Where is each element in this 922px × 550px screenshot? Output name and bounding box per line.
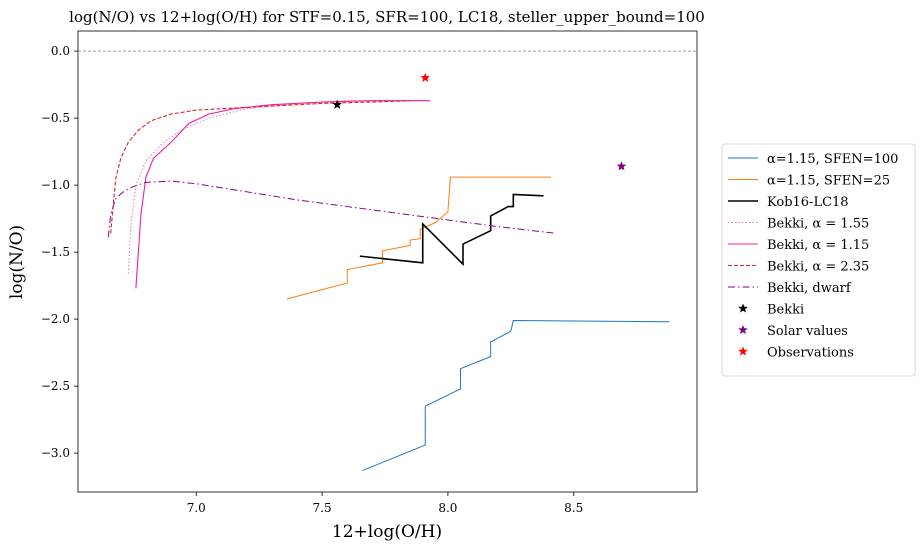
series-line-kob16-lc18 [359, 193, 544, 267]
y-tick-label: −0.5 [41, 111, 70, 125]
y-tick-label: −2.0 [41, 312, 70, 326]
x-axis-ticks: 7.0 7.5 8.0 8.5 [187, 492, 583, 515]
marker-group [332, 72, 627, 171]
legend-swatch-observations [738, 346, 748, 356]
x-tick-label: 7.5 [313, 501, 332, 515]
series-group [107, 100, 670, 472]
marker-bekki [332, 99, 343, 109]
y-tick-label: −2.5 [41, 379, 70, 393]
series-line-1-15-sfen-100 [362, 319, 670, 472]
series-line-bekki-2-35 [110, 100, 411, 234]
x-tick-label: 7.0 [187, 501, 206, 515]
legend-label-observations: Observations [767, 346, 854, 361]
plot-area [77, 30, 698, 493]
y-axis-label: log(N/O) [7, 225, 27, 299]
y-axis-ticks: 0.0 −0.5 −1.0 −1.5 −2.0 −2.5 −3.0 [41, 44, 78, 460]
legend-label-bekki: Bekki [767, 303, 804, 318]
y-tick-label: −1.5 [41, 245, 70, 259]
x-tick-label: 8.0 [438, 501, 457, 515]
legend-items: α=1.15, SFEN=100 α=1.15, SFEN=25 Kob16-LC1… [728, 152, 898, 361]
marker-observations [420, 72, 431, 83]
legend-swatch-solar-values [738, 324, 748, 335]
legend-label-1-15-sfen-25: α=1.15, SFEN=25 [767, 174, 890, 189]
legend-label-bekki-2-35: Bekki, α = 2.35 [767, 260, 869, 275]
series-line-1-15-sfen-25 [286, 176, 552, 300]
legend-label-bekki-dwarf: Bekki, dwarf [767, 281, 852, 296]
series-line-bekki-1-15 [135, 100, 431, 289]
y-tick-label: −1.0 [41, 178, 70, 192]
axes-border [77, 30, 698, 493]
legend-swatch-bekki [738, 303, 748, 313]
legend-label-bekki-1-55: Bekki, α = 1.55 [767, 217, 869, 232]
legend: α=1.15, SFEN=100 α=1.15, SFEN=25 Kob16-LC1… [721, 143, 916, 377]
legend-label-1-15-sfen-100: α=1.15, SFEN=100 [767, 152, 898, 167]
legend-label-kob16-lc18: Kob16-LC18 [767, 195, 849, 210]
legend-label-bekki-1-15: Bekki, α = 1.15 [767, 238, 869, 253]
y-tick-label: −3.0 [41, 446, 70, 460]
chart-title: log(N/O) vs 12+log(O/H) for STF=0.15, SF… [69, 8, 705, 26]
legend-label-solar-values: Solar values [767, 324, 848, 339]
marker-solar-values [616, 161, 627, 171]
x-axis-label: 12+log(O/H) [332, 522, 442, 542]
y-tick-label: 0.0 [51, 44, 70, 58]
x-tick-label: 8.5 [564, 501, 583, 515]
axes-frame [78, 31, 697, 492]
legend-box [721, 143, 916, 377]
